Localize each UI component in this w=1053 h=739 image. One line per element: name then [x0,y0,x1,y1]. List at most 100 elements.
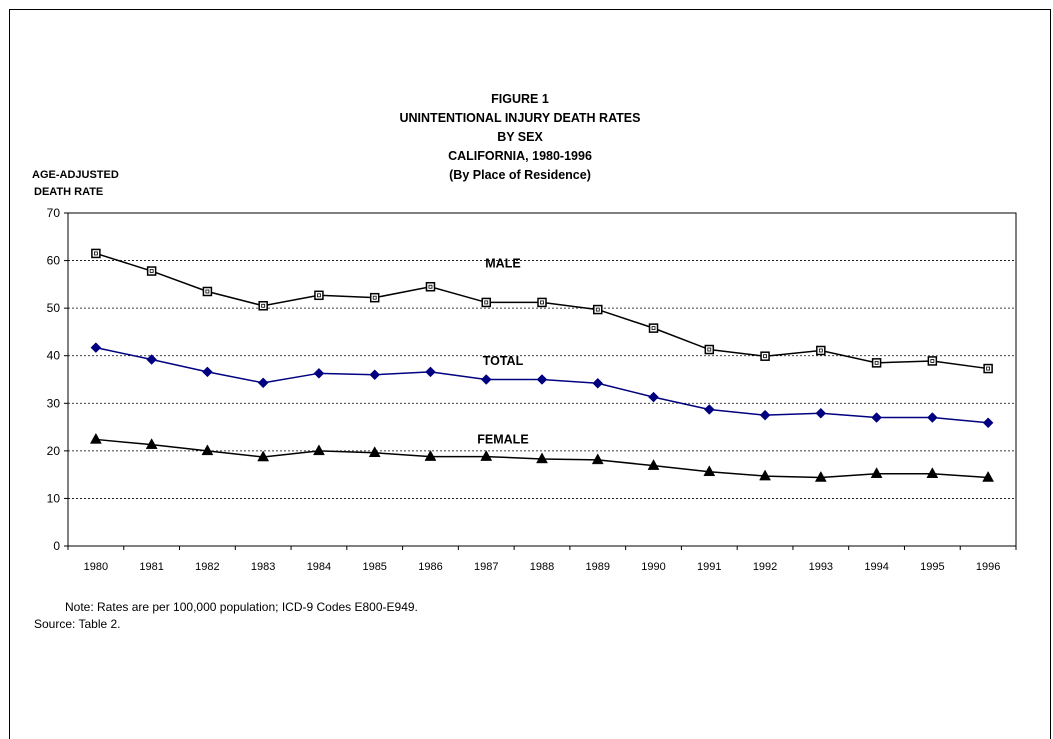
x-tick-label: 1995 [920,561,944,573]
figure-frame [9,9,1051,739]
data-point-male [816,345,826,356]
series-label-female: FEMALE [477,433,528,447]
data-point-male [593,304,603,315]
series-label-male: MALE [485,257,520,271]
data-point-total [536,374,548,385]
title-line: BY SEX [497,130,543,144]
data-point-male-inner [428,284,433,289]
y-tick-label: 10 [47,491,61,505]
plot-area [67,212,1017,547]
title-line: (By Place of Residence) [449,168,591,182]
y-axis-label: AGE-ADJUSTED DEATH RATE [32,167,119,201]
title-line: UNINTENTIONAL INJURY DEATH RATES [399,111,641,125]
data-point-total [759,409,771,421]
data-point-female [368,446,381,458]
data-point-female [647,459,660,470]
data-point-male [648,323,659,333]
source-text: Source: Table 2. [34,617,121,631]
series-line-total [95,346,989,424]
note-text: Note: Rates are per 100,000 population; … [65,600,418,614]
data-point-female [201,444,214,456]
series-label-total: TOTAL [483,354,524,368]
x-tick-label: 1981 [139,561,163,573]
data-point-male [537,297,547,308]
data-point-total [982,417,994,429]
data-point-total [926,412,938,423]
data-point-female [759,469,771,481]
data-point-male-inner [986,366,991,371]
x-tick-label: 1992 [753,561,777,573]
data-point-female [480,450,493,461]
data-point-total [90,342,102,353]
data-point-female [814,470,827,482]
data-point-female [982,470,995,482]
data-point-male [760,351,770,361]
x-tick-label: 1996 [976,561,1000,573]
y-tick-label: 20 [47,444,61,458]
x-tick-label: 1994 [864,561,888,573]
data-point-total [703,404,715,415]
y-axis-label-line: DEATH RATE [34,186,104,198]
x-tick-label: 1980 [84,561,108,573]
data-point-male-inner [317,293,321,298]
data-point-male [369,292,380,303]
data-point-male-inner [149,269,154,273]
data-point-female [145,438,158,449]
data-point-female [870,467,883,478]
data-point-male [983,363,993,374]
data-point-male [704,344,715,355]
data-point-male-inner [205,289,210,294]
x-tick-label: 1982 [195,561,219,573]
x-tick-label: 1987 [474,561,498,573]
data-point-total [480,374,492,385]
data-point-female [89,432,102,444]
chart-notes: Note: Rates are per 100,000 population; … [34,599,418,633]
data-point-total [425,366,436,378]
data-point-male-inner [818,348,823,353]
data-point-female [926,467,939,478]
data-point-male [202,286,213,297]
data-point-total [871,412,882,423]
title-line: CALIFORNIA, 1980-1996 [448,149,592,163]
data-point-total [202,366,213,378]
data-point-female [536,452,548,464]
data-point-male [871,358,882,368]
data-point-male [146,266,157,276]
data-point-total [592,377,604,389]
data-point-total [648,391,659,403]
data-point-total [369,369,381,381]
y-axis-label-line: AGE-ADJUSTED [32,169,119,181]
data-point-male-inner [595,307,600,312]
data-point-male [91,248,101,259]
x-tick-label: 1991 [697,561,721,573]
data-point-female [703,465,716,477]
data-point-male-inner [707,347,712,352]
data-point-male-inner [930,359,935,363]
series-line-male [95,252,989,370]
data-point-female [424,450,437,461]
x-tick-label: 1983 [251,561,275,573]
chart-title: FIGURE 1 UNINTENTIONAL INJURY DEATH RATE… [300,90,740,185]
y-tick-label: 70 [47,206,61,220]
data-point-male-inner [763,354,767,359]
data-point-total [257,377,269,389]
data-point-male-inner [372,295,377,300]
data-point-male [481,297,491,308]
data-point-total [815,407,827,419]
data-point-female [313,444,325,456]
y-tick-label: 50 [47,301,61,315]
x-tick-label: 1985 [362,561,386,573]
x-tick-label: 1993 [809,561,833,573]
data-point-total [146,354,158,365]
data-point-male-inner [651,326,656,331]
data-point-male [425,281,436,292]
y-tick-label: 0 [53,539,60,553]
data-point-male [927,356,938,366]
data-point-male [314,290,324,301]
x-tick-label: 1989 [586,561,610,573]
data-point-male-inner [484,300,489,305]
data-point-female [591,453,604,465]
y-tick-label: 60 [47,254,61,268]
data-point-female [257,450,270,462]
